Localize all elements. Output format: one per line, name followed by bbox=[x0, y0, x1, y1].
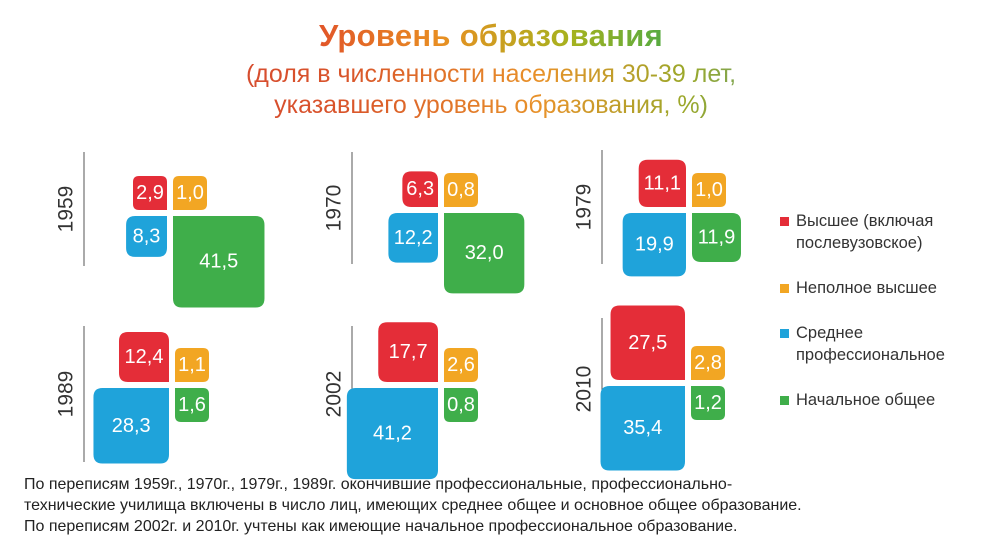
value-label-higher-1959: 2,9 bbox=[136, 182, 164, 204]
legend-label-secondary-line2: профессиональное bbox=[796, 346, 945, 364]
value-label-incomplete-higher-1979: 1,0 bbox=[695, 179, 723, 201]
year-label-1970: 1970 bbox=[323, 185, 346, 232]
panel-2002: 2002 17,7 2,6 41,2 0,8 bbox=[323, 322, 478, 480]
legend-label-incomplete-higher: Неполное высшее bbox=[796, 279, 937, 297]
value-label-secondary-professional-1979: 19,9 bbox=[635, 234, 674, 256]
legend-swatch-incomplete-higher bbox=[780, 284, 789, 293]
value-label-secondary-professional-2010: 35,4 bbox=[623, 417, 662, 439]
square-secondary-professional-1970 bbox=[388, 213, 438, 263]
legend-label-higher-line2: послевузовское) bbox=[796, 234, 923, 252]
square-secondary-professional-1979 bbox=[622, 213, 686, 277]
square-secondary-professional-2002 bbox=[346, 388, 438, 480]
year-label-1989: 1989 bbox=[55, 371, 78, 418]
footnote-line2: технические училища включены в число лиц… bbox=[24, 497, 802, 514]
square-secondary-professional-1959 bbox=[126, 216, 167, 257]
value-label-higher-1979: 11,1 bbox=[644, 172, 681, 194]
square-primary-general-1989 bbox=[175, 388, 193, 406]
legend-label-higher-line1: Высшее (включая bbox=[796, 212, 934, 230]
value-label-secondary-professional-1959: 8,3 bbox=[133, 225, 161, 247]
square-higher-2010 bbox=[610, 305, 685, 380]
footnote: По переписям 1959г., 1970г., 1979г., 198… bbox=[24, 474, 974, 537]
footnote-line3: По переписям 2002г. и 2010г. учтены как … bbox=[24, 518, 738, 535]
square-incomplete-higher-1970 bbox=[444, 194, 457, 207]
value-label-incomplete-higher-1959: 1,0 bbox=[176, 182, 204, 204]
square-primary-general-1959 bbox=[173, 216, 265, 308]
value-label-primary-general-1959: 41,5 bbox=[199, 251, 238, 273]
legend-swatch-primary-general bbox=[780, 396, 789, 405]
value-label-incomplete-higher-1970: 0,8 bbox=[447, 179, 475, 201]
square-primary-general-2010 bbox=[691, 386, 707, 402]
value-label-higher-2010: 27,5 bbox=[628, 332, 667, 354]
value-label-primary-general-1979: 11,9 bbox=[698, 226, 735, 248]
panel-1970: 1970 6,3 0,8 12,2 32,0 bbox=[323, 152, 525, 294]
value-label-secondary-professional-1970: 12,2 bbox=[394, 227, 433, 249]
legend-label-secondary-line1: Среднее bbox=[796, 324, 863, 342]
square-primary-general-1979 bbox=[692, 213, 741, 262]
value-label-primary-general-2010: 1,2 bbox=[694, 392, 722, 414]
value-label-secondary-professional-1989: 28,3 bbox=[112, 415, 151, 437]
year-label-2002: 2002 bbox=[323, 371, 346, 418]
panel-1959: 1959 2,9 1,0 8,3 41,5 bbox=[55, 152, 265, 308]
value-label-secondary-professional-2002: 41,2 bbox=[373, 423, 412, 445]
panel-1979: 1979 11,1 1,0 19,9 11,9 bbox=[573, 150, 741, 277]
value-label-incomplete-higher-2002: 2,6 bbox=[447, 354, 475, 376]
chart-subtitle-line1: (доля в численности населения 30-39 лет, bbox=[0, 60, 982, 89]
panel-2010: 2010 27,5 2,8 35,4 1,2 bbox=[573, 305, 725, 471]
value-label-incomplete-higher-1989: 1,1 bbox=[178, 354, 206, 376]
value-label-higher-2002: 17,7 bbox=[389, 341, 428, 363]
square-incomplete-higher-2010 bbox=[691, 356, 715, 380]
square-incomplete-higher-1989 bbox=[175, 367, 190, 382]
square-secondary-professional-2010 bbox=[600, 386, 685, 471]
value-label-higher-1989: 12,4 bbox=[125, 346, 164, 368]
square-higher-1979 bbox=[638, 159, 686, 207]
square-higher-1970 bbox=[402, 171, 438, 207]
square-incomplete-higher-2002 bbox=[444, 359, 467, 382]
square-higher-2002 bbox=[378, 322, 438, 382]
year-label-1959: 1959 bbox=[55, 186, 78, 233]
legend-label-primary-general: Начальное общее bbox=[796, 391, 936, 409]
square-primary-general-1970 bbox=[444, 213, 525, 294]
legend-swatch-higher bbox=[780, 217, 789, 226]
chart-title: Уровень образования bbox=[0, 18, 982, 54]
chart-subtitle-line2: указавшего уровень образования, %) bbox=[0, 91, 982, 120]
year-label-1979: 1979 bbox=[573, 184, 596, 231]
square-incomplete-higher-1959 bbox=[173, 195, 188, 210]
square-incomplete-higher-1979 bbox=[692, 192, 707, 207]
value-label-higher-1970: 6,3 bbox=[406, 178, 434, 200]
square-higher-1989 bbox=[118, 331, 169, 382]
square-higher-1959 bbox=[142, 185, 167, 210]
value-label-primary-general-1970: 32,0 bbox=[465, 242, 504, 264]
value-label-primary-general-2002: 0,8 bbox=[447, 394, 475, 416]
square-primary-general-2002 bbox=[444, 388, 457, 401]
value-label-primary-general-1989: 1,6 bbox=[178, 394, 206, 416]
footnote-line1: По переписям 1959г., 1970г., 1979г., 198… bbox=[24, 476, 733, 493]
panel-1989: 1989 12,4 1,1 28,3 1,6 bbox=[55, 326, 209, 464]
square-secondary-professional-1989 bbox=[93, 388, 169, 464]
year-label-2010: 2010 bbox=[573, 366, 596, 413]
value-label-incomplete-higher-2010: 2,8 bbox=[694, 352, 722, 374]
legend-swatch-secondary-professional bbox=[780, 329, 789, 338]
